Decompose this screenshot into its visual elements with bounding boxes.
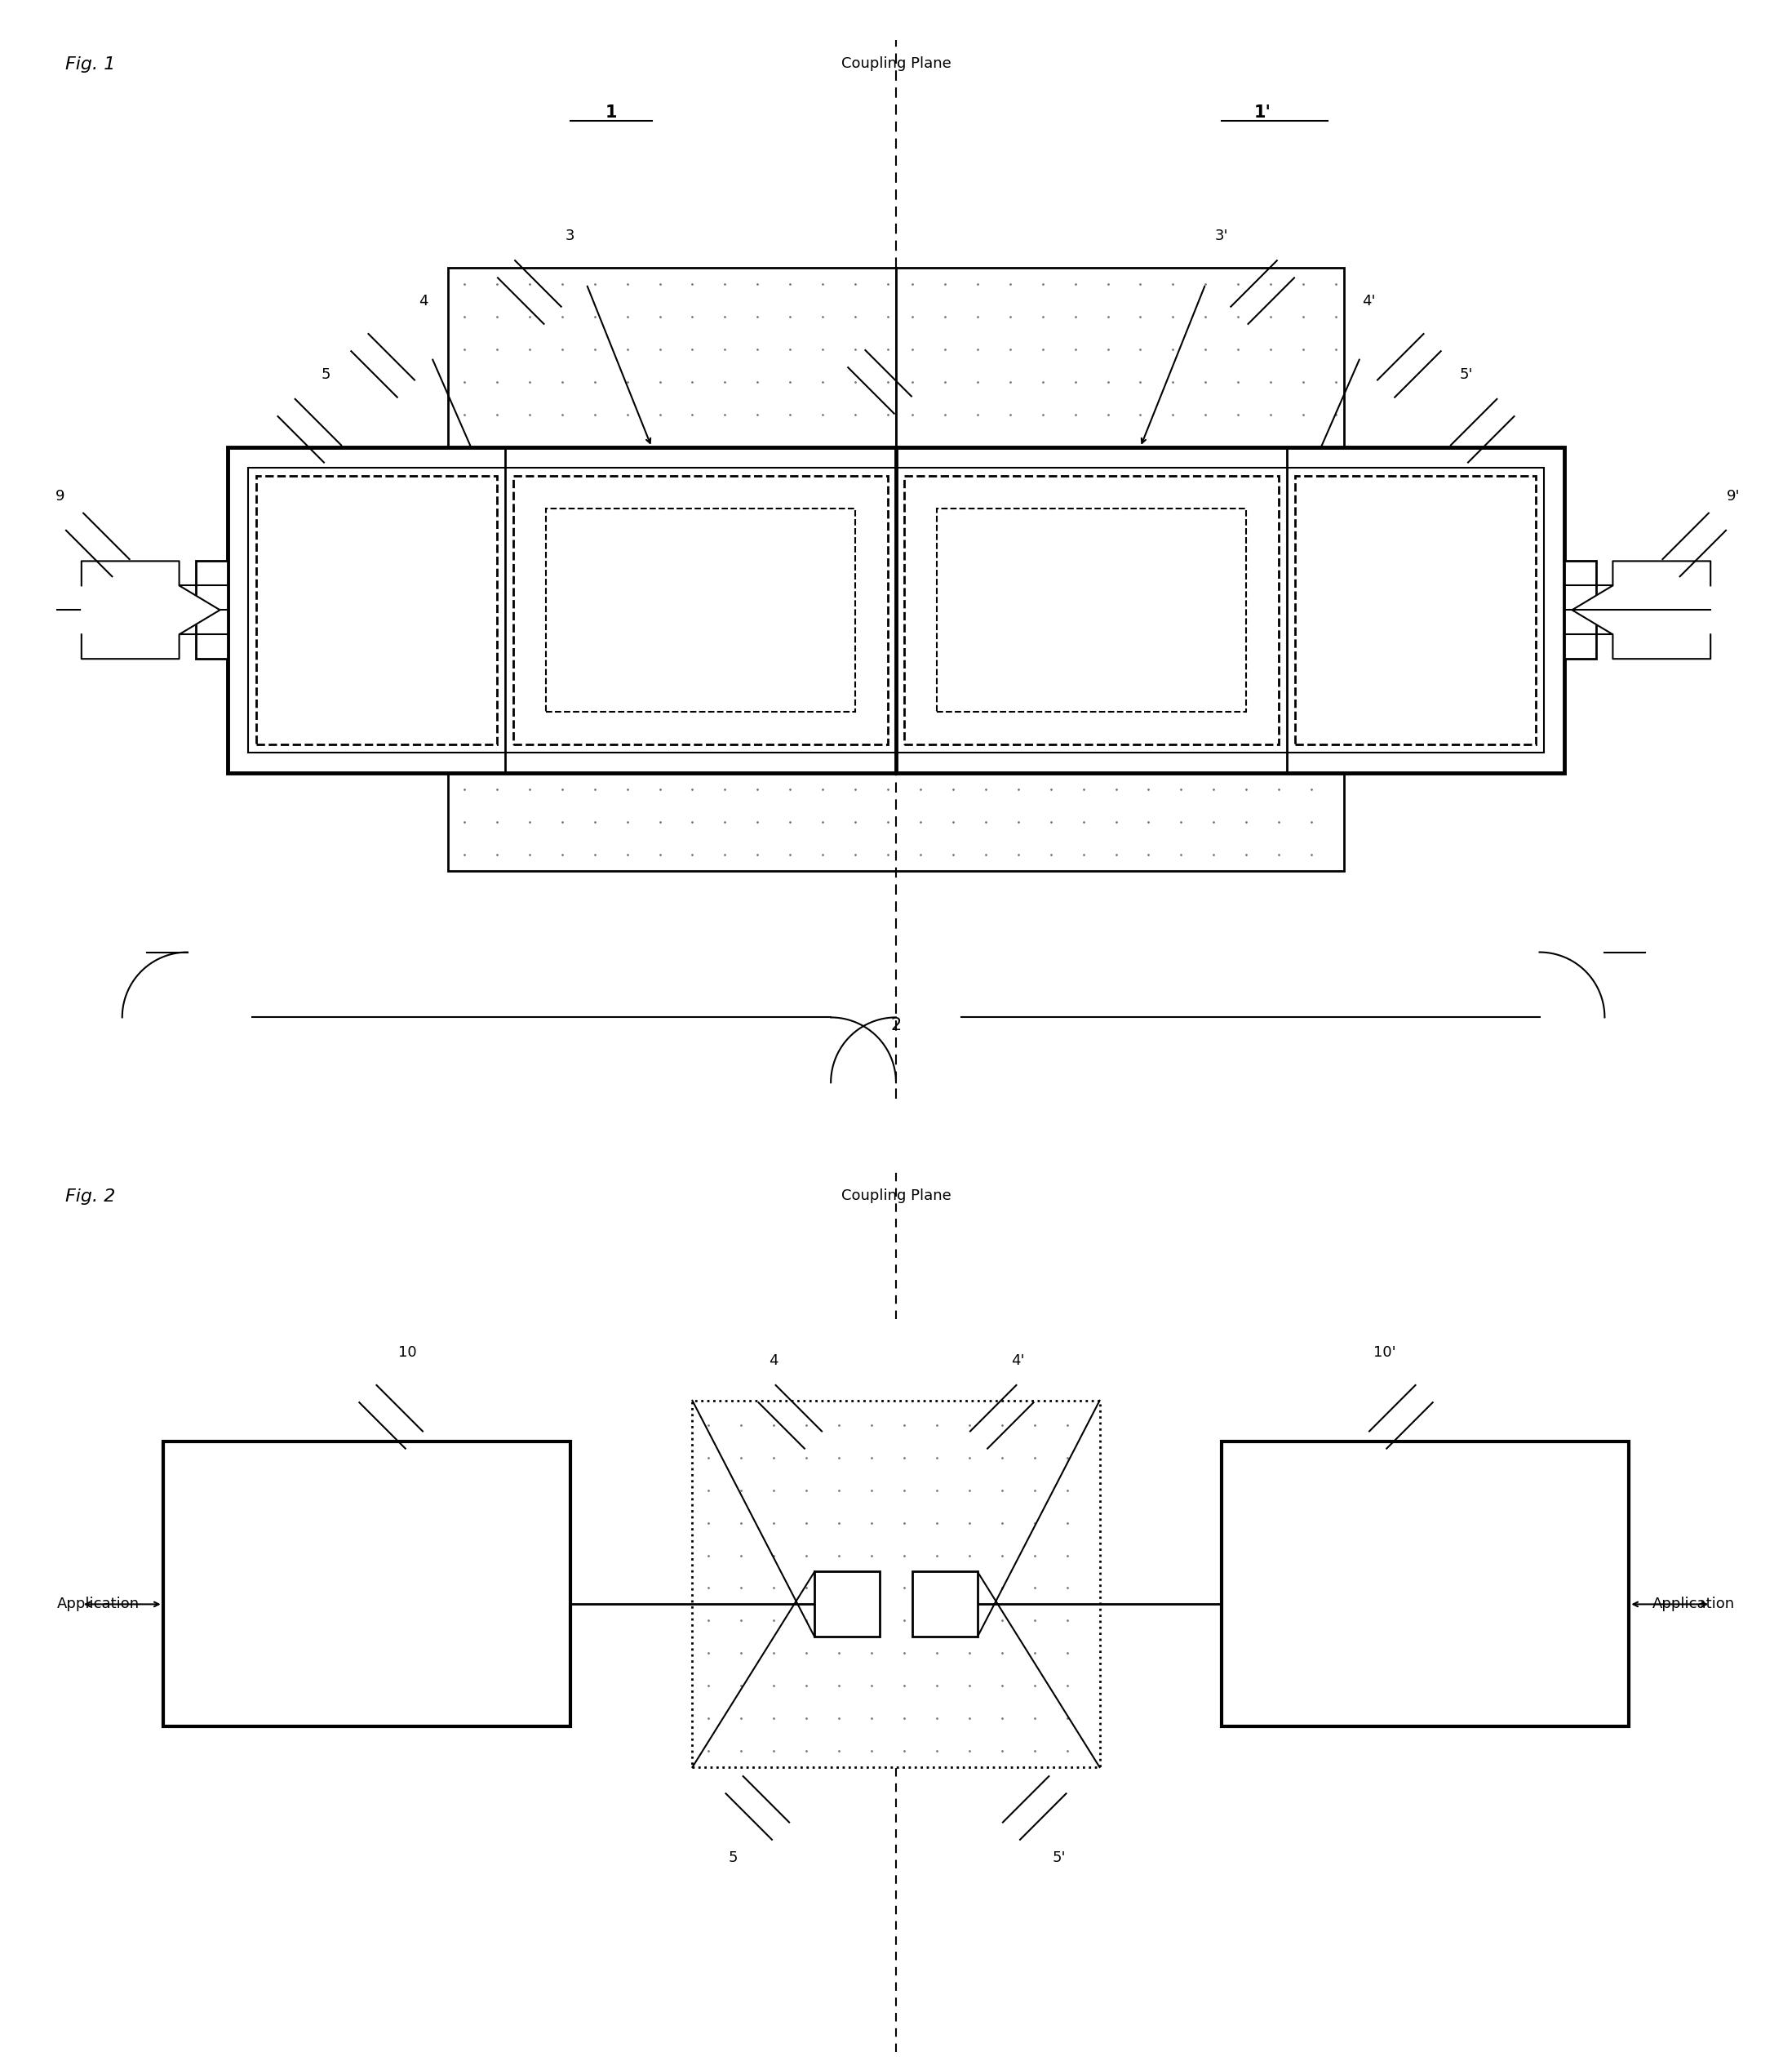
Bar <box>448 611 1344 871</box>
Bar <box>256 476 496 745</box>
Text: 4: 4 <box>419 294 428 308</box>
Text: Application: Application <box>57 1596 140 1613</box>
Text: 3: 3 <box>566 228 575 244</box>
Text: 6: 6 <box>753 602 762 617</box>
Text: 6': 6' <box>1029 602 1041 617</box>
Polygon shape <box>81 561 220 658</box>
Bar <box>547 507 855 712</box>
Text: 7': 7' <box>1190 602 1204 617</box>
Text: Fig. 2: Fig. 2 <box>65 1188 115 1205</box>
Text: 4: 4 <box>769 1354 778 1368</box>
Text: 2: 2 <box>891 1016 901 1033</box>
Text: 8': 8' <box>1419 602 1432 617</box>
Text: 1': 1' <box>1254 106 1271 122</box>
Text: 5: 5 <box>321 366 330 381</box>
Bar <box>228 447 1564 772</box>
Bar <box>163 1441 570 1726</box>
Text: 9': 9' <box>1727 489 1740 503</box>
Text: Coupling Plane: Coupling Plane <box>840 1188 952 1203</box>
Text: 7: 7 <box>590 602 599 617</box>
Bar <box>513 476 887 745</box>
Text: 10': 10' <box>1373 1346 1396 1360</box>
Text: 13: 13 <box>625 578 645 592</box>
Polygon shape <box>1572 561 1711 658</box>
Bar <box>815 1571 880 1637</box>
Bar <box>1296 476 1536 745</box>
Text: 4': 4' <box>1362 294 1374 308</box>
Text: Fig. 1: Fig. 1 <box>65 56 115 72</box>
Text: 5': 5' <box>1052 1851 1066 1865</box>
Bar <box>249 468 1543 753</box>
Text: Coupling Plane: Coupling Plane <box>840 56 952 70</box>
Bar <box>1564 561 1597 658</box>
Text: 8: 8 <box>362 602 371 617</box>
Bar <box>448 267 896 528</box>
Bar <box>1222 1441 1629 1726</box>
Bar <box>896 267 1344 528</box>
Bar <box>905 476 1279 745</box>
Text: 5': 5' <box>1459 366 1473 381</box>
Bar <box>692 1401 1100 1768</box>
Text: 3': 3' <box>1215 228 1229 244</box>
Text: Application: Application <box>1652 1596 1735 1613</box>
Bar <box>937 507 1245 712</box>
Text: 9: 9 <box>56 489 65 503</box>
Bar <box>912 1571 977 1637</box>
Text: 10: 10 <box>398 1346 416 1360</box>
Text: 4': 4' <box>1011 1354 1025 1368</box>
Bar <box>195 561 228 658</box>
Text: 13': 13' <box>1064 578 1086 592</box>
Text: 1: 1 <box>606 106 616 122</box>
Text: 5: 5 <box>728 1851 738 1865</box>
